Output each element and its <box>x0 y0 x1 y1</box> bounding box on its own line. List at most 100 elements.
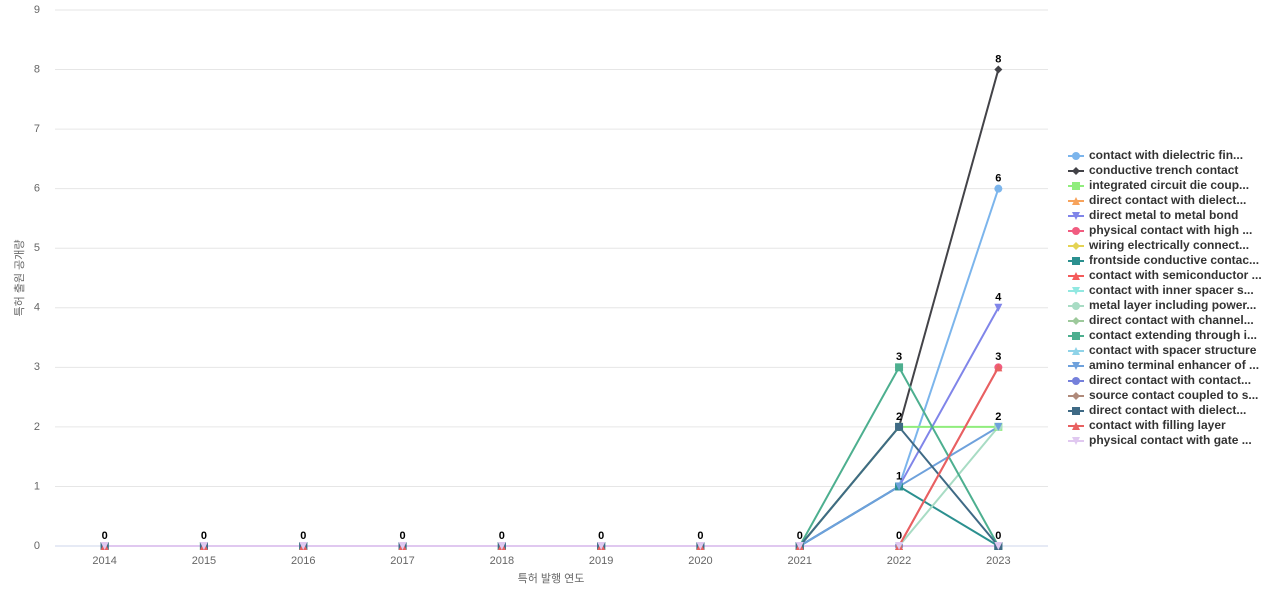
legend-label: direct metal to metal bond <box>1089 208 1238 222</box>
y-tick-label: 7 <box>34 123 40 135</box>
x-tick-label: 2018 <box>490 555 514 567</box>
legend-symbol <box>1072 212 1080 220</box>
data-label: 4 <box>995 292 1002 304</box>
legend-symbol <box>1072 242 1080 250</box>
data-point <box>696 542 705 550</box>
series-line <box>104 365 1000 547</box>
x-tick-label: 2019 <box>589 555 613 567</box>
legend-symbol <box>1072 287 1080 295</box>
y-axis-title: 특허 출원 공개량 <box>13 240 26 317</box>
data-label: 1 <box>896 470 902 482</box>
legend-symbol <box>1072 152 1080 160</box>
data-point <box>398 542 407 550</box>
legend-label: metal layer including power... <box>1089 298 1256 312</box>
x-tick-label: 2017 <box>390 555 414 567</box>
data-label: 3 <box>995 351 1001 363</box>
legend-symbol <box>1072 182 1080 190</box>
legend-symbol <box>1072 377 1080 385</box>
data-label: 0 <box>201 530 207 542</box>
series-line <box>104 366 1000 547</box>
data-point <box>100 542 109 550</box>
data-label: 0 <box>995 530 1001 542</box>
data-label: 2 <box>896 411 902 423</box>
y-tick-label: 9 <box>34 4 40 16</box>
legend-symbol <box>1072 272 1080 280</box>
legend-symbol <box>1072 437 1080 445</box>
y-tick-label: 0 <box>34 540 40 552</box>
legend-label: contact with filling layer <box>1089 418 1226 432</box>
y-tick-label: 3 <box>34 361 40 373</box>
x-tick-label: 2016 <box>291 555 315 567</box>
y-tick-label: 5 <box>34 242 40 254</box>
legend-symbol <box>1072 167 1080 175</box>
data-point <box>497 542 506 550</box>
data-point <box>199 542 208 550</box>
data-label: 0 <box>399 530 405 542</box>
data-point <box>895 482 904 491</box>
legend-symbol <box>1072 347 1080 355</box>
legend-label: conductive trench contact <box>1089 163 1238 177</box>
series-line <box>104 485 999 547</box>
legend-symbol <box>1072 407 1080 415</box>
data-point <box>994 65 1003 74</box>
data-label: 8 <box>995 53 1001 65</box>
data-point <box>895 363 904 372</box>
y-tick-label: 2 <box>34 421 40 433</box>
legend-label: direct contact with dielect... <box>1089 193 1246 207</box>
legend-label: contact with dielectric fin... <box>1089 148 1243 162</box>
data-label: 3 <box>896 351 902 363</box>
x-tick-label: 2022 <box>887 555 911 567</box>
legend-label: contact extending through i... <box>1089 328 1257 342</box>
data-point <box>994 303 1003 312</box>
legend-symbol <box>1072 317 1080 325</box>
y-tick-label: 4 <box>34 302 40 314</box>
data-label: 6 <box>995 173 1001 185</box>
legend-label: wiring electrically connect... <box>1088 238 1249 252</box>
data-point <box>895 542 904 550</box>
x-tick-label: 2021 <box>788 555 812 567</box>
data-point <box>994 363 1003 372</box>
data-point <box>895 422 904 431</box>
legend-label: contact with inner spacer s... <box>1089 283 1254 297</box>
data-label: 0 <box>697 530 703 542</box>
data-label: 0 <box>499 530 505 542</box>
legend-symbol <box>1072 392 1080 400</box>
legend-symbol <box>1072 422 1080 430</box>
data-label: 0 <box>102 530 108 542</box>
legend-label: integrated circuit die coup... <box>1089 178 1249 192</box>
data-label: 0 <box>300 530 306 542</box>
series-line <box>104 366 1000 547</box>
x-tick-label: 2020 <box>688 555 712 567</box>
data-label: 0 <box>896 530 902 542</box>
x-axis-title: 특허 발행 연도 <box>518 572 585 585</box>
legend-label: physical contact with high ... <box>1089 223 1252 237</box>
y-tick-label: 1 <box>34 480 40 492</box>
legend-label: contact with semiconductor ... <box>1089 268 1262 282</box>
legend-symbol <box>1072 362 1080 370</box>
x-tick-label: 2014 <box>92 555 116 567</box>
data-point <box>994 422 1003 431</box>
legend-symbol <box>1072 332 1080 340</box>
data-point <box>299 542 308 550</box>
legend-label: contact with spacer structure <box>1089 343 1257 357</box>
legend-label: source contact coupled to s... <box>1089 388 1258 402</box>
legend-label: amino terminal enhancer of ... <box>1089 358 1259 372</box>
legend-label: frontside conductive contac... <box>1089 253 1259 267</box>
data-point <box>994 184 1003 193</box>
data-label: 0 <box>797 530 803 542</box>
legend-label: direct contact with dielect... <box>1089 403 1246 417</box>
legend-symbol <box>1072 302 1080 310</box>
x-tick-label: 2023 <box>986 555 1010 567</box>
legend-symbol <box>1072 257 1080 265</box>
data-point <box>597 542 606 550</box>
legend-label: direct contact with channel... <box>1089 313 1254 327</box>
legend-label: physical contact with gate ... <box>1089 433 1252 447</box>
legend-symbol <box>1072 197 1080 205</box>
data-point <box>795 542 804 550</box>
y-tick-label: 6 <box>34 183 40 195</box>
legend-label: direct contact with contact... <box>1089 373 1251 387</box>
legend-symbol <box>1072 227 1080 235</box>
x-tick-label: 2015 <box>192 555 216 567</box>
data-point <box>994 542 1003 550</box>
